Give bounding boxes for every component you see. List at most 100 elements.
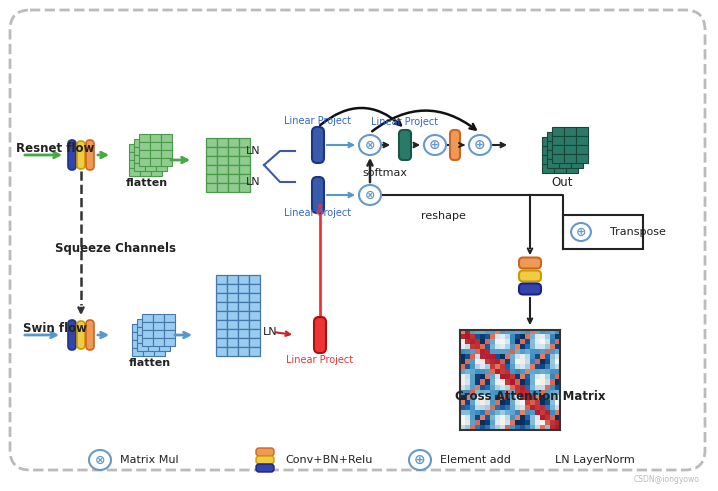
Text: Linear Project: Linear Project	[286, 355, 353, 365]
Text: Resnet flow: Resnet flow	[16, 141, 94, 155]
FancyBboxPatch shape	[450, 130, 460, 160]
Text: ⊕: ⊕	[414, 453, 426, 467]
Bar	[164, 338, 174, 346]
Bar	[152, 338, 164, 346]
Bar	[238, 329, 249, 338]
Bar	[154, 340, 164, 348]
Text: CSDN@iongyowo: CSDN@iongyowo	[634, 475, 700, 485]
Bar	[152, 322, 164, 330]
Bar	[151, 160, 162, 168]
Bar	[164, 322, 174, 330]
Bar	[151, 144, 162, 152]
Bar	[159, 319, 169, 327]
Bar	[161, 150, 172, 158]
Bar	[139, 134, 149, 142]
Bar	[216, 338, 227, 347]
Bar	[576, 127, 588, 136]
Bar	[129, 152, 139, 160]
Bar	[249, 329, 260, 338]
Bar	[566, 146, 578, 155]
FancyBboxPatch shape	[312, 177, 324, 213]
Bar	[159, 335, 169, 343]
Bar	[129, 168, 139, 176]
Bar	[141, 330, 152, 338]
Bar	[227, 329, 238, 338]
FancyArrowPatch shape	[320, 108, 401, 125]
Bar	[542, 137, 554, 146]
FancyArrowPatch shape	[372, 110, 475, 131]
Bar	[206, 165, 217, 174]
Bar	[161, 158, 172, 166]
Ellipse shape	[469, 135, 491, 155]
Bar	[134, 147, 144, 155]
Text: softmax: softmax	[363, 168, 408, 178]
Bar	[566, 137, 578, 146]
Bar	[563, 215, 643, 249]
Bar	[227, 347, 238, 356]
Bar	[249, 338, 260, 347]
FancyBboxPatch shape	[68, 320, 76, 350]
Bar	[216, 293, 227, 302]
Ellipse shape	[571, 223, 591, 241]
Text: Out: Out	[551, 176, 573, 190]
Bar	[249, 347, 260, 356]
Bar	[571, 150, 583, 159]
Bar	[164, 330, 174, 338]
FancyBboxPatch shape	[86, 320, 94, 350]
Bar	[559, 141, 571, 150]
Bar	[142, 324, 154, 332]
Text: Transpose: Transpose	[610, 227, 666, 237]
Bar	[131, 340, 142, 348]
Ellipse shape	[409, 450, 431, 470]
Bar	[228, 183, 239, 192]
FancyBboxPatch shape	[77, 141, 85, 169]
Bar	[144, 163, 156, 171]
Bar	[139, 158, 149, 166]
Bar	[156, 139, 167, 147]
Bar	[238, 338, 249, 347]
Bar	[552, 154, 564, 163]
Bar	[147, 319, 159, 327]
Bar	[239, 165, 250, 174]
Bar	[136, 327, 147, 335]
FancyBboxPatch shape	[256, 464, 274, 472]
Text: ⊗: ⊗	[95, 454, 106, 466]
Bar	[542, 155, 554, 164]
Bar	[149, 150, 161, 158]
Text: Linear Project: Linear Project	[371, 117, 439, 127]
Bar	[239, 183, 250, 192]
Bar	[139, 152, 151, 160]
Bar	[154, 332, 164, 340]
FancyBboxPatch shape	[10, 10, 705, 470]
Bar	[136, 335, 147, 343]
Bar	[576, 145, 588, 154]
Bar	[129, 144, 139, 152]
Bar	[131, 324, 142, 332]
FancyBboxPatch shape	[77, 321, 85, 349]
Bar	[238, 347, 249, 356]
Bar	[216, 284, 227, 293]
Text: ⊗: ⊗	[365, 189, 376, 201]
Text: flatten: flatten	[126, 178, 168, 188]
Text: ⊕: ⊕	[474, 138, 486, 152]
Text: ⊕: ⊕	[429, 138, 441, 152]
Bar	[547, 150, 559, 159]
Bar	[142, 340, 154, 348]
Bar	[151, 168, 162, 176]
Bar	[134, 163, 144, 171]
Bar	[552, 127, 564, 136]
Bar	[238, 320, 249, 329]
Bar	[228, 147, 239, 156]
Bar	[134, 139, 144, 147]
Bar	[238, 293, 249, 302]
Bar	[249, 302, 260, 311]
Bar	[156, 163, 167, 171]
Text: Element add: Element add	[440, 455, 511, 465]
Bar	[249, 284, 260, 293]
Bar	[249, 311, 260, 320]
Bar	[139, 150, 149, 158]
Bar	[249, 320, 260, 329]
Bar	[554, 155, 566, 164]
Bar	[566, 164, 578, 173]
Bar	[159, 343, 169, 351]
